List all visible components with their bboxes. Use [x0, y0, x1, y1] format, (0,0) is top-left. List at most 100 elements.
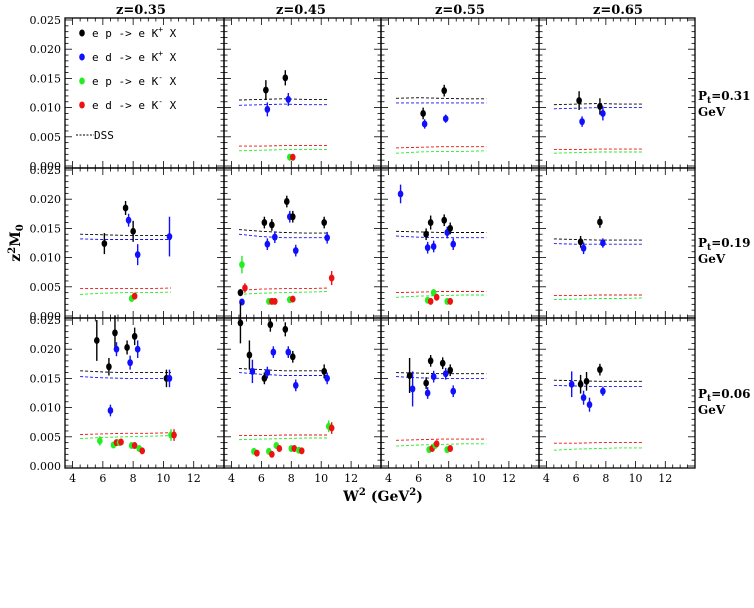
data-point-epKp	[261, 216, 268, 229]
marker	[237, 319, 244, 327]
marker	[441, 216, 448, 224]
data-point-edKp	[166, 216, 173, 257]
panel-r2-c0: 0.000 0.005 0.010 0.015 0.020 0.025 4 6 8 10 12	[30, 314, 225, 485]
marker	[134, 345, 141, 353]
dss-curve-edKm	[80, 432, 172, 435]
x-tick-label: 10	[472, 472, 486, 485]
marker	[427, 357, 434, 365]
dss-curve-edKm	[395, 146, 487, 149]
data-point-epKp	[597, 363, 603, 376]
marker	[264, 105, 271, 113]
dss-curve-epKm	[238, 149, 329, 152]
marker	[424, 244, 431, 252]
marker	[600, 239, 606, 247]
panel-r1-c2	[380, 167, 540, 319]
data-point-epKp	[267, 317, 274, 332]
data-point-epKp	[439, 357, 446, 370]
x-tick-label: 8	[130, 472, 137, 485]
dss-curve-edKm	[553, 294, 643, 297]
data-point-epKp	[130, 220, 136, 242]
data-point-edKp	[292, 244, 299, 257]
marker	[125, 216, 132, 224]
marker	[282, 325, 289, 333]
dss-curve-edKm	[238, 287, 329, 291]
panel-r2-c3: 4 6 8 10 12	[538, 317, 696, 485]
y-tick-label: 0.025	[30, 14, 62, 27]
x-tick-label: 4	[69, 472, 76, 485]
legend-marker	[79, 101, 85, 109]
y-tick-label: 0.000	[30, 160, 62, 173]
data-point-epKp	[447, 364, 454, 377]
dss-curve-epKp	[553, 379, 643, 382]
marker	[580, 394, 587, 402]
data-point-edKp	[442, 367, 449, 380]
marker	[597, 366, 603, 374]
marker	[324, 374, 330, 382]
y-tick-label: 0.020	[30, 193, 62, 206]
panels: 0.0000.0050.0100.0150.0200.0250.0000.005…	[30, 14, 696, 485]
data-point-edKp	[421, 119, 428, 129]
marker	[433, 293, 440, 301]
marker	[139, 447, 146, 455]
marker	[118, 438, 124, 446]
data-point-epKp	[597, 216, 603, 228]
marker	[597, 102, 603, 110]
dss-curve-epKm	[395, 150, 487, 154]
y-tick-label: 0.020	[30, 343, 62, 356]
data-point-edKp	[450, 385, 457, 398]
dss-curve-edKp	[80, 376, 171, 379]
data-point-edKp	[580, 390, 587, 405]
marker	[421, 120, 428, 128]
marker	[447, 297, 454, 305]
data-point-epKp	[237, 302, 244, 344]
data-point-edKp	[264, 238, 271, 251]
marker	[101, 240, 108, 248]
marker	[447, 366, 454, 374]
panel-r0-c1	[223, 17, 382, 169]
panel-frame	[380, 17, 540, 169]
marker	[124, 343, 130, 351]
data-point-epKp	[321, 364, 327, 379]
data-point-epKp	[263, 80, 269, 101]
data-point-epKp	[122, 200, 129, 215]
marker	[397, 190, 404, 198]
marker	[450, 387, 457, 395]
data-point-edKp	[270, 346, 277, 358]
data-point-edKm	[427, 297, 434, 305]
data-point-edKp	[579, 116, 585, 127]
data-point-edKm	[328, 271, 335, 286]
row-unit-pt006: GeV	[698, 403, 726, 417]
panel-frame	[223, 317, 382, 469]
marker	[272, 297, 278, 305]
y-tick-label: 0.005	[30, 131, 62, 144]
dss-curve-edKp	[80, 238, 171, 240]
dss-curve-epKp	[238, 98, 329, 101]
panel-r1-c1	[223, 167, 382, 319]
panel-frame	[223, 17, 382, 169]
panel-frame	[538, 317, 696, 469]
data-point-edKp	[264, 102, 271, 117]
data-point-edKm	[272, 297, 278, 305]
marker	[579, 118, 585, 126]
data-point-epKp	[282, 322, 289, 337]
data-point-epKp	[124, 340, 130, 355]
column-title-z045: z=0.45	[276, 3, 326, 18]
dss-curve-edKm	[553, 442, 643, 444]
marker	[237, 289, 244, 297]
dss-curve-edKp	[238, 103, 329, 106]
y-tick-label: 0.010	[30, 402, 62, 415]
marker	[113, 345, 120, 353]
marker	[134, 251, 141, 259]
marker	[424, 389, 431, 397]
data-point-edKp	[272, 231, 278, 243]
marker	[409, 385, 416, 393]
legend-label: e d -> e K- X	[92, 97, 177, 112]
dss-curve-edKm	[553, 148, 643, 151]
data-point-edKm	[433, 440, 440, 448]
marker	[442, 370, 449, 378]
data-point-epKp	[427, 215, 434, 230]
data-point-edKp	[442, 114, 449, 123]
data-point-edKp	[285, 93, 292, 106]
dss-curve-epKm	[80, 291, 172, 295]
marker	[285, 95, 292, 103]
